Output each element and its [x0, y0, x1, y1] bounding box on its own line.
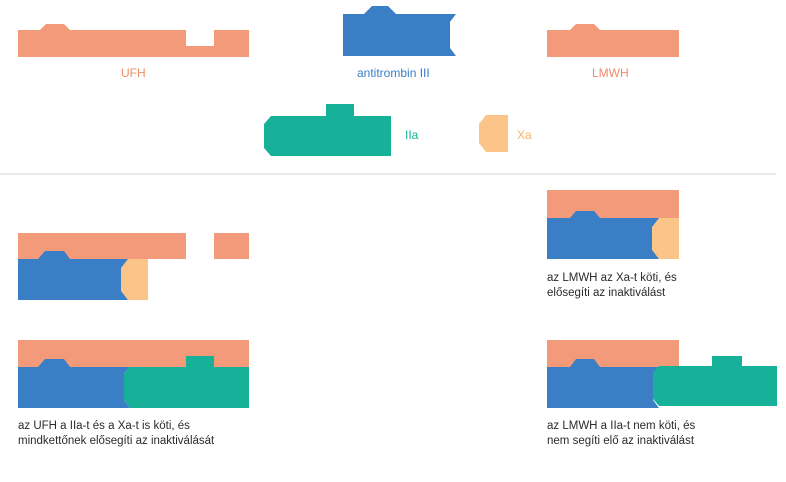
antithrombin-shape: [18, 359, 130, 408]
antithrombin-shape: [547, 359, 659, 408]
ufh-iia-complex: [18, 340, 249, 408]
factor-xa-shape: [121, 259, 148, 300]
caption-line: nem segíti elő az inaktiválást: [547, 435, 695, 447]
thrombin-iia-shape: [653, 356, 777, 406]
factor-xa-shape: [479, 115, 508, 152]
lmwh-label: LMWH: [592, 66, 629, 80]
caption-line: az LMWH az Xa-t köti, és: [547, 272, 677, 284]
ufh-shape: [18, 24, 249, 57]
caption-line: mindkettőnek elősegíti az inaktiválását: [18, 435, 215, 447]
lmwh-xa-caption: az LMWH az Xa-t köti, és elősegíti az in…: [547, 271, 677, 301]
antithrombin-shape: [547, 211, 659, 259]
ufh-shape: [18, 233, 249, 259]
caption-line: az LMWH a IIa-t nem köti, és: [547, 420, 696, 432]
thrombin-iia-shape: [124, 356, 249, 408]
iia-label: IIa: [405, 128, 419, 142]
lmwh-shape: [547, 340, 679, 367]
thrombin-iia-shape: [264, 104, 391, 156]
lmwh-shape: [547, 190, 679, 218]
factor-xa-shape: [652, 218, 679, 259]
ufh-both-caption: az UFH a IIa-t és a Xa-t is köti, és min…: [18, 419, 214, 449]
lmwh-shape: [547, 24, 679, 57]
antithrombin-shape: [18, 251, 128, 300]
ufh-xa-complex: [18, 233, 249, 300]
caption-line: elősegíti az inaktiválást: [547, 287, 666, 299]
antithrombin-shape: [343, 6, 456, 56]
caption-line: az UFH a IIa-t és a Xa-t is köti, és: [18, 420, 190, 432]
lmwh-xa-complex: [547, 190, 679, 259]
lmwh-iia-complex: [547, 340, 777, 408]
xa-label: Xa: [517, 128, 532, 142]
antithrombin-label: antitrombin III: [357, 66, 430, 80]
ufh-label: UFH: [121, 66, 146, 80]
lmwh-iia-caption: az LMWH a IIa-t nem köti, és nem segíti …: [547, 419, 695, 449]
